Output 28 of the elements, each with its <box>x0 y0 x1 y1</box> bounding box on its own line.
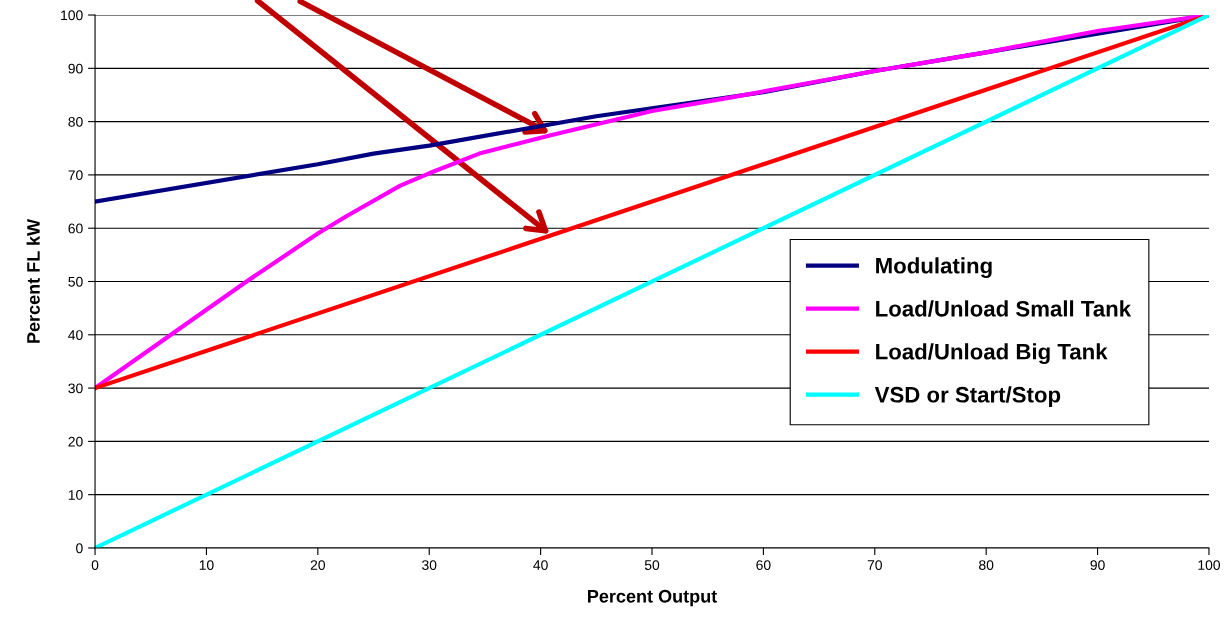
x-tick-label: 90 <box>1090 560 1105 570</box>
y-tick-label: 100 <box>61 10 83 21</box>
y-tick-label: 60 <box>68 223 83 234</box>
y-tick-label: 80 <box>68 116 83 127</box>
x-tick-label: 20 <box>310 560 326 570</box>
x-tick-label: 70 <box>867 560 882 570</box>
legend-label: VSD or Start/Stop <box>874 386 1061 407</box>
x-tick-label: 80 <box>979 560 994 570</box>
y-tick-label: 0 <box>76 543 83 554</box>
x-tick-label: 30 <box>422 560 437 570</box>
x-tick-label: 50 <box>644 560 660 570</box>
x-tick-label: 40 <box>533 560 548 570</box>
legend-label: Modulating <box>876 257 992 279</box>
y-tick-label: 50 <box>68 276 83 287</box>
y-tick-label: 90 <box>68 63 83 74</box>
y-tick-label: 70 <box>68 170 83 181</box>
y-tick-label: 40 <box>68 330 83 340</box>
x-tick-label: 100 <box>1198 560 1221 570</box>
legend-label: Load/Unload Big Tank <box>876 343 1108 365</box>
y-axis-title: Percent FL kW <box>26 218 40 343</box>
x-tick-label: 0 <box>91 560 99 570</box>
x-axis-title: Percent Output <box>588 589 717 607</box>
y-tick-label: 30 <box>68 383 83 394</box>
y-tick-label: 10 <box>68 490 83 500</box>
x-tick-label: 10 <box>199 560 214 570</box>
legend-label: Load/Unload Small Tank <box>876 300 1132 317</box>
y-tick-label: 20 <box>68 436 83 447</box>
x-tick-label: 60 <box>756 560 771 570</box>
